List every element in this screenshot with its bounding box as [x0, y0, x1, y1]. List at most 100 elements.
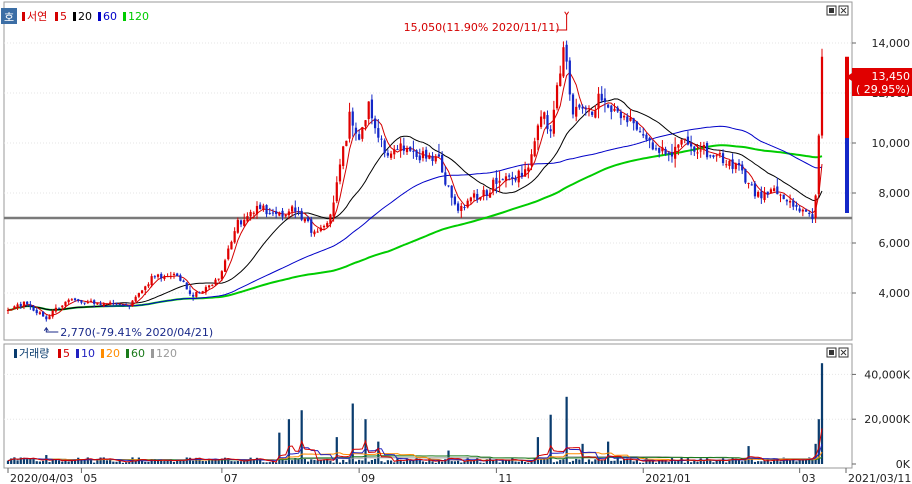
volume-bar: [246, 459, 249, 464]
candle-body: [504, 176, 508, 182]
candle-body: [354, 127, 358, 134]
candle-body: [699, 150, 702, 152]
volume-bar: [670, 458, 674, 464]
high-annotation-arrow: [556, 11, 570, 31]
volume-bar: [409, 460, 412, 464]
volume-bar: [785, 460, 788, 464]
volume-bar: [201, 460, 204, 464]
volume-bar: [64, 459, 67, 464]
candle-body: [479, 197, 482, 200]
candle-body: [51, 310, 54, 317]
corner-button[interactable]: [1, 8, 17, 24]
candle-body: [61, 305, 64, 308]
candle-body: [169, 276, 172, 278]
candle-body: [405, 148, 409, 153]
volume-bar: [757, 461, 760, 464]
candle-body: [386, 152, 389, 156]
candle-body: [198, 292, 201, 294]
volume-bar: [70, 459, 73, 464]
volume-bar: [488, 457, 492, 464]
volume-bar: [472, 460, 476, 464]
candle-body: [667, 152, 670, 155]
candle-body: [249, 211, 252, 217]
candle-body: [603, 98, 607, 103]
candle-body: [591, 111, 594, 115]
candle-body: [335, 182, 338, 202]
candle-body: [19, 303, 22, 307]
candle-body: [239, 220, 243, 225]
candle-body: [616, 107, 619, 112]
volume-bar: [389, 460, 393, 464]
candle-body: [434, 156, 437, 162]
volume-bar: [814, 443, 817, 464]
candle-body: [619, 111, 623, 119]
candle-body: [112, 303, 115, 305]
volume-bar: [520, 460, 524, 464]
candle-body: [792, 200, 795, 207]
volume-bar: [428, 458, 431, 464]
candle-body: [316, 231, 319, 233]
candle-body: [412, 150, 415, 152]
volume-bar: [188, 457, 192, 464]
candle-body: [594, 110, 597, 118]
volume-bar: [482, 462, 485, 464]
candle-body: [179, 275, 182, 281]
volume-bar: [26, 458, 29, 464]
candle-body: [172, 273, 176, 276]
candle-body: [488, 192, 492, 198]
volume-bar: [252, 460, 255, 464]
candle-body: [728, 160, 731, 166]
candle-body: [520, 172, 524, 177]
volume-bar: [683, 462, 686, 464]
candle-body: [156, 274, 160, 277]
volume-bar: [750, 459, 753, 464]
volume-bar: [565, 396, 568, 464]
candle-body: [243, 219, 246, 226]
date-tick-label: 2021/01: [645, 472, 691, 484]
volume-bar: [763, 460, 766, 464]
volume-bar: [332, 462, 335, 464]
last-price-box: [852, 68, 912, 96]
volume-bar: [705, 457, 709, 464]
candle-body: [86, 302, 89, 304]
candle-body: [99, 303, 102, 306]
candle-body: [227, 248, 230, 260]
candle-body: [313, 231, 316, 235]
candle-body: [319, 227, 322, 231]
candle-body: [271, 212, 275, 214]
volume-bar: [638, 462, 642, 464]
candle-body: [102, 303, 105, 306]
volume-bar: [13, 457, 16, 464]
volume-bar: [776, 460, 779, 464]
volume-bar: [447, 450, 450, 464]
candle-body: [57, 307, 61, 309]
volume-bar: [728, 459, 731, 464]
legend-label: 거래량: [19, 347, 49, 360]
volume-bar: [144, 461, 147, 464]
volume-bar: [166, 460, 169, 464]
volume-bar: [147, 461, 150, 464]
volume-bar: [527, 462, 530, 464]
volume-bar: [102, 457, 105, 464]
volume-bar: [769, 461, 773, 464]
volume-bar: [594, 459, 597, 464]
volume-bar: [236, 460, 239, 464]
volume-bar: [370, 460, 374, 464]
candle-body: [677, 144, 680, 148]
candle-body: [6, 310, 10, 312]
volume-bar: [182, 459, 185, 464]
candle-body: [195, 291, 198, 297]
volume-bar: [207, 458, 211, 464]
candle-body: [680, 139, 683, 145]
candle-body: [300, 210, 303, 220]
candle-body: [109, 302, 112, 304]
candle-body: [709, 155, 712, 157]
candle-body: [476, 193, 479, 200]
last-price-change: ( 29.95%): [856, 83, 910, 96]
volume-bar: [306, 461, 310, 464]
price-panel: [3, 1, 853, 341]
candle-body: [421, 151, 425, 159]
volume-bar: [674, 461, 677, 464]
candle-body: [808, 212, 811, 214]
volume-bar: [124, 462, 128, 464]
